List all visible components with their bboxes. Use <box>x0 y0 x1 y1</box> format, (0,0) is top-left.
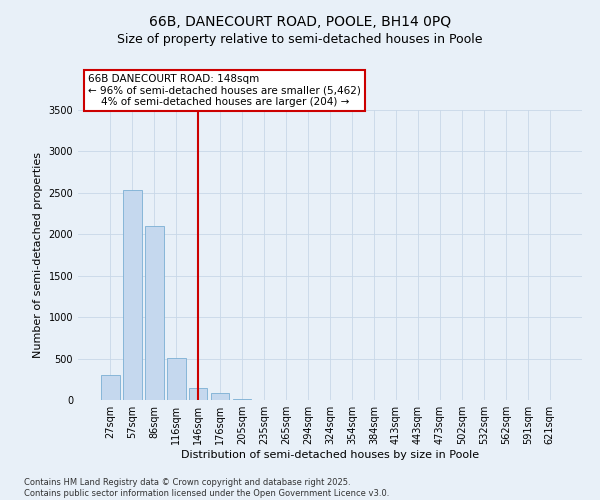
Bar <box>167 358 185 400</box>
Bar <box>233 399 251 400</box>
Text: 66B DANECOURT ROAD: 148sqm
← 96% of semi-detached houses are smaller (5,462)
   : 66B DANECOURT ROAD: 148sqm ← 96% of semi… <box>88 74 361 107</box>
X-axis label: Distribution of semi-detached houses by size in Poole: Distribution of semi-detached houses by … <box>181 450 479 460</box>
Text: Size of property relative to semi-detached houses in Poole: Size of property relative to semi-detach… <box>117 32 483 46</box>
Text: 66B, DANECOURT ROAD, POOLE, BH14 0PQ: 66B, DANECOURT ROAD, POOLE, BH14 0PQ <box>149 15 451 29</box>
Bar <box>189 388 208 400</box>
Bar <box>101 375 119 400</box>
Bar <box>145 226 164 400</box>
Y-axis label: Number of semi-detached properties: Number of semi-detached properties <box>33 152 43 358</box>
Bar <box>211 394 229 400</box>
Text: Contains HM Land Registry data © Crown copyright and database right 2025.
Contai: Contains HM Land Registry data © Crown c… <box>24 478 389 498</box>
Bar <box>123 190 142 400</box>
